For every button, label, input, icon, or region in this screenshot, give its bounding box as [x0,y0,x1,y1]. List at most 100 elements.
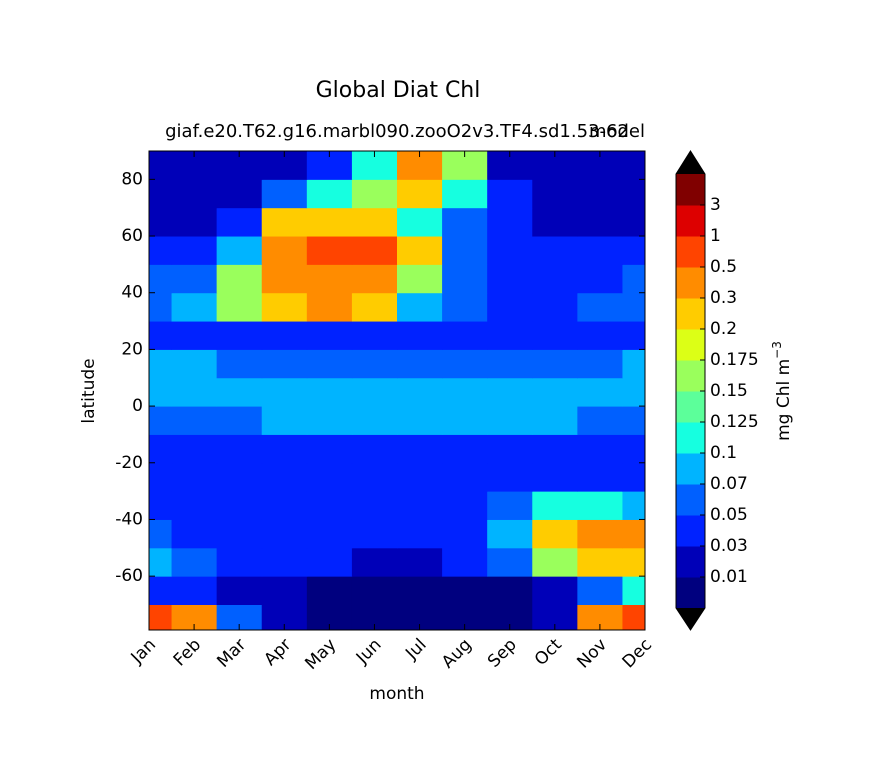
contour-cell [216,547,263,577]
contour-cell [532,406,578,435]
contour-cell [442,406,488,435]
y-tick-label: -60 [115,566,143,586]
contour-cell [487,349,533,379]
colorbar-box [676,236,705,268]
contour-cell [622,377,645,407]
contour-cell [171,406,218,435]
colorbar-tick-label: 0.07 [710,474,748,494]
contour-cell [487,462,533,492]
contour-cell [216,207,263,237]
contour-cell [622,406,645,435]
x-tick-label: Nov [573,635,611,673]
y-tick-label: -40 [115,509,143,529]
contour-cell [306,264,353,294]
contour-cell [351,406,398,435]
contour-cell [487,491,533,520]
colorbar-tick-label: 0.01 [710,567,748,587]
contour-cell [351,377,398,407]
colorbar-extend-top [676,151,705,174]
contour-cell [487,576,533,605]
contour-cell [622,151,645,180]
contour-cell [442,434,488,464]
contour-cell [442,519,488,549]
contour-cell [442,292,488,322]
contour-cell [149,547,173,577]
contour-cell [487,434,533,464]
x-tick-label: Feb [170,635,205,670]
contour-cell [487,207,533,237]
contour-cell [149,151,173,180]
contour-cell [171,519,218,549]
colorbar-label-text: mg Chl m [774,359,794,441]
contour-cell [306,519,353,549]
contour-cell [397,491,443,520]
y-tick-label: 80 [121,169,143,189]
chart-subtitle: giaf.e20.T62.g16.marbl090.zooO2v3.TF4.sd… [165,121,629,142]
contour-cell [397,321,443,350]
y-tick-label: 0 [132,396,143,416]
contour-cell [622,434,645,464]
contour-cell [397,236,443,265]
contour-cell [171,207,218,237]
contour-cell [577,207,623,237]
contour-cell [306,491,353,520]
contour-cell [306,576,353,605]
contour-cell [149,519,173,549]
colorbar-box [676,267,705,299]
contour-cell [442,264,488,294]
contour-cell [306,349,353,379]
contour-cell [306,547,353,577]
contour-cell [442,236,488,265]
x-axis-label: month [369,684,424,704]
contour-cell [442,547,488,577]
contour-cell [577,519,623,549]
colorbar-box [676,329,705,361]
contour-cell [487,179,533,209]
contour-cell [306,462,353,492]
colorbar-box [676,422,705,454]
contour-cell [622,576,645,605]
contour-cell [171,349,218,379]
contour-cell [397,264,443,294]
contour-cell [622,491,645,520]
contour-cell [532,321,578,350]
contour-cell [216,519,263,549]
contour-cell [622,236,645,265]
contour-cell [261,377,308,407]
contour-cell [487,264,533,294]
contour-cell [216,292,263,322]
contour-cell [622,519,645,549]
contour-cell [397,179,443,209]
contour-cell [306,179,353,209]
contour-cell [622,462,645,492]
colorbar-box [676,360,705,392]
colorbar-tick-label: 0.15 [710,381,748,401]
contour-cell [532,547,578,577]
contour-cell [351,236,398,265]
colorbar-box [676,453,705,485]
contour-cell [442,179,488,209]
contour-cell [577,406,623,435]
x-tick-label: Mar [213,635,250,672]
contour-cell [577,236,623,265]
contour-cell [532,179,578,209]
contour-cell [261,406,308,435]
contour-cell [216,576,263,605]
contour-cell [171,264,218,294]
contour-cell [442,349,488,379]
contour-cell [577,349,623,379]
contour-cell [149,434,173,464]
contour-cell [216,462,263,492]
contour-cell [216,349,263,379]
colorbar-tick-label: 0.1 [710,443,737,463]
contour-cell [171,491,218,520]
contour-cell [532,236,578,265]
contour-cell [149,406,173,435]
contour-cell [442,462,488,492]
contour-cell [622,207,645,237]
contour-cell [216,264,263,294]
contour-cell [532,462,578,492]
contour-cell [306,207,353,237]
contour-cell [397,207,443,237]
contour-cell [622,179,645,209]
